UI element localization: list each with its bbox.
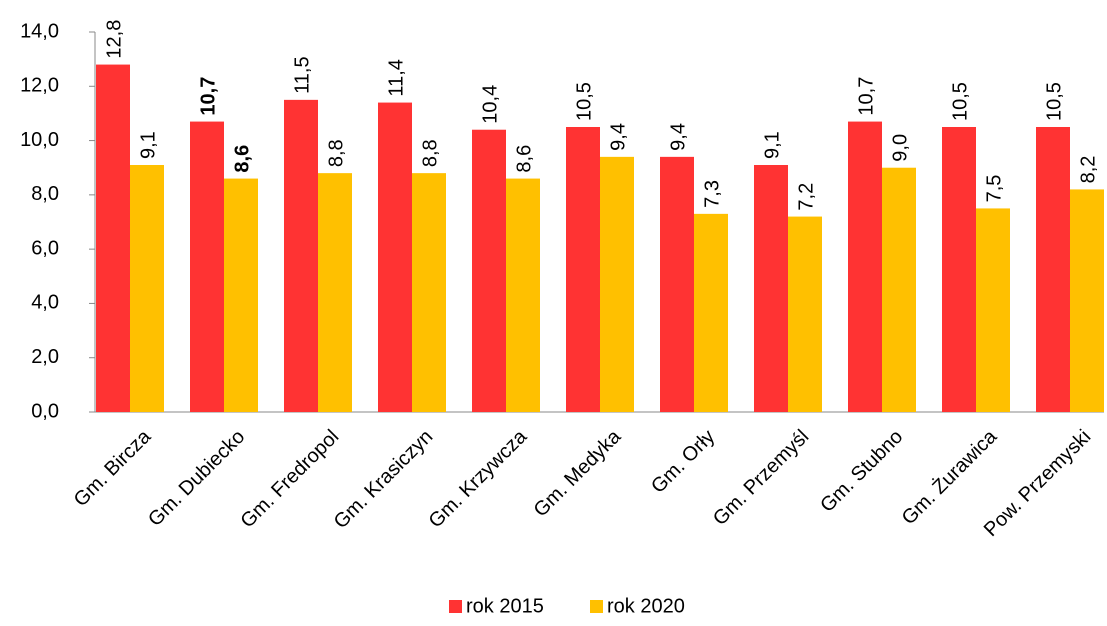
data-label: 11,5 <box>291 56 313 93</box>
bar <box>284 99 318 412</box>
data-label: 10,4 <box>479 85 501 124</box>
bar <box>754 165 788 412</box>
bar <box>224 178 258 412</box>
y-tick-label: 14,0 <box>20 20 59 42</box>
data-label: 8,6 <box>513 145 535 173</box>
y-tick-label: 6,0 <box>31 237 59 259</box>
data-label: 10,7 <box>197 77 219 116</box>
bar <box>942 127 976 412</box>
bar <box>130 165 164 412</box>
x-tick-label: Gm. Orły <box>647 426 719 498</box>
bar <box>1036 127 1070 412</box>
data-label: 10,5 <box>949 82 971 121</box>
data-label: 9,4 <box>667 123 689 151</box>
bar <box>882 167 916 412</box>
bar <box>412 173 446 412</box>
data-label: 7,2 <box>795 183 817 211</box>
y-tick-label: 8,0 <box>31 183 59 205</box>
y-tick-label: 10,0 <box>20 129 59 151</box>
x-tick-label: Gm. Krzywcza <box>425 425 532 532</box>
x-tick-label: Gm. Dubiecko <box>144 426 249 531</box>
bar <box>848 121 882 413</box>
bar <box>566 127 600 412</box>
data-label: 7,5 <box>983 175 1005 203</box>
y-tick-label: 4,0 <box>31 292 59 314</box>
data-label: 10,7 <box>855 77 877 116</box>
bar <box>694 213 728 412</box>
data-label: 11,4 <box>385 59 407 96</box>
x-tick-label: Gm. Krasiczyn <box>330 426 438 534</box>
bar <box>788 216 822 412</box>
x-tick-label: Gm. Stubno <box>816 426 907 517</box>
y-tick-label: 0,0 <box>31 400 59 422</box>
data-label: 12,8 <box>103 20 125 59</box>
data-label: 10,5 <box>573 82 595 121</box>
legend-swatch <box>590 600 603 613</box>
data-label: 9,1 <box>761 131 783 159</box>
bar <box>660 156 694 412</box>
data-label: 9,4 <box>607 123 629 151</box>
data-label: 8,8 <box>325 139 347 167</box>
bar <box>1070 189 1104 412</box>
x-tick-label: Gm. Przemyśl <box>709 426 813 530</box>
legend-label: rok 2015 <box>466 595 544 617</box>
data-label: 8,6 <box>231 145 253 173</box>
bar <box>472 129 506 412</box>
x-tick-label: Gm. Medyka <box>530 425 626 521</box>
data-label: 8,2 <box>1077 156 1099 184</box>
data-label: 9,0 <box>889 134 911 162</box>
y-tick-label: 12,0 <box>20 75 59 97</box>
y-tick-label: 2,0 <box>31 346 59 368</box>
bar <box>318 173 352 412</box>
bar <box>96 64 130 413</box>
bar <box>976 208 1010 412</box>
bar <box>600 156 634 412</box>
x-tick-label: Gm. Fredropol <box>237 426 344 533</box>
legend-label: rok 2020 <box>607 595 685 617</box>
data-label: 7,3 <box>701 180 723 208</box>
data-label: 10,5 <box>1043 82 1065 121</box>
bar <box>190 121 224 413</box>
data-label: 8,8 <box>419 139 441 167</box>
bar <box>378 102 412 413</box>
data-label: 9,1 <box>137 131 159 159</box>
legend-swatch <box>449 600 462 613</box>
bar <box>506 178 540 412</box>
x-tick-label: Gm. Żurawica <box>897 424 1002 529</box>
x-tick-label: Gm. Bircza <box>70 425 156 511</box>
